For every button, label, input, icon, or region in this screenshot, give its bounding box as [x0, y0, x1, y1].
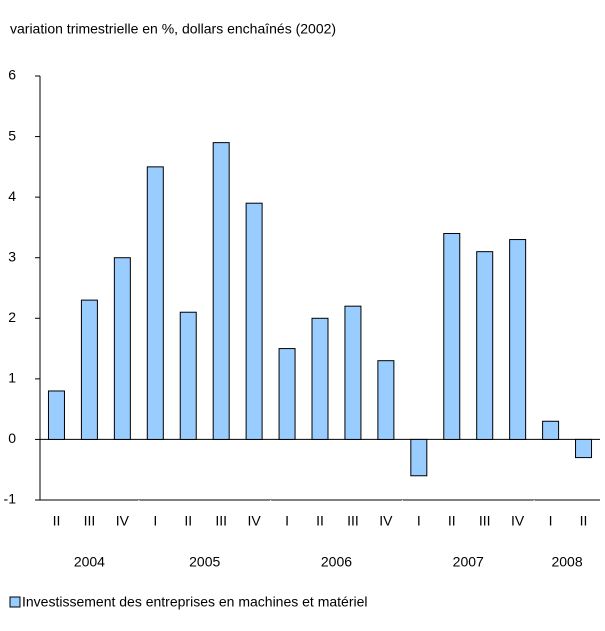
y-tick-label: 4: [8, 188, 16, 204]
x-tick-label: I: [153, 513, 157, 529]
bar: [344, 305, 362, 440]
x-tick-label: III: [347, 513, 359, 529]
bar: [47, 390, 65, 440]
x-tick-label: I: [417, 513, 421, 529]
x-tick-label: I: [549, 513, 553, 529]
bar: [575, 438, 593, 459]
x-tick-label: IV: [379, 513, 393, 529]
legend-swatch: [9, 596, 21, 608]
bar: [179, 311, 197, 440]
y-tick-label: 5: [8, 127, 16, 143]
y-tick-label: 0: [8, 430, 16, 446]
bar: [212, 142, 230, 440]
bar: [476, 251, 494, 440]
bar: [311, 317, 329, 440]
y-tick-label: 6: [8, 67, 16, 83]
bar: [443, 232, 461, 440]
bar: [278, 348, 296, 440]
x-tick-label: IV: [248, 513, 262, 529]
group-label: 2007: [453, 554, 484, 570]
bar: [377, 360, 395, 440]
x-tick-label: III: [479, 513, 491, 529]
bar: [542, 420, 560, 440]
bar: [113, 257, 131, 440]
group-label: 2005: [189, 554, 220, 570]
y-tick-label: 2: [8, 309, 16, 325]
x-tick-label: II: [316, 513, 324, 529]
bar: [80, 299, 98, 440]
bar: [509, 239, 527, 440]
chart-title: variation trimestrielle en %, dollars en…: [10, 21, 336, 37]
y-tick-label: 3: [8, 248, 16, 264]
bar: [146, 166, 164, 440]
x-tick-label: II: [53, 513, 61, 529]
x-tick-label: III: [84, 513, 96, 529]
bar: [245, 202, 263, 440]
group-label: 2008: [551, 554, 582, 570]
y-tick-label: 1: [8, 370, 16, 386]
x-tick-label: IV: [116, 513, 130, 529]
y-tick-label: -1: [4, 491, 17, 507]
x-tick-label: II: [184, 513, 192, 529]
x-tick-label: IV: [511, 513, 525, 529]
group-label: 2006: [321, 554, 352, 570]
x-tick-label: II: [448, 513, 456, 529]
bar: [410, 438, 428, 477]
x-tick-label: I: [285, 513, 289, 529]
group-label: 2004: [74, 554, 105, 570]
x-tick-label: III: [215, 513, 227, 529]
x-tick-label: II: [580, 513, 588, 529]
legend-label: Investissement des entreprises en machin…: [22, 594, 368, 610]
